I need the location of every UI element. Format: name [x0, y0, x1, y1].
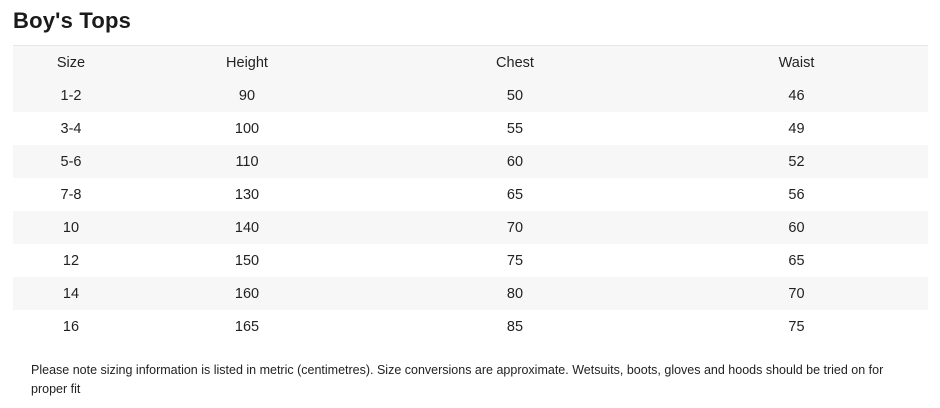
size-chart-table: Size Height Chest Waist 1-2 90 50 46 3-4 100 55 49…: [13, 45, 928, 343]
cell-height: 90: [238, 87, 256, 104]
table-row: 3-4 100 55 49: [13, 112, 928, 145]
cell-size: 7-8: [60, 186, 82, 203]
cell-chest: 50: [506, 87, 524, 104]
cell-height: 110: [235, 153, 259, 170]
table-row: 16 165 85 75: [13, 310, 928, 343]
column-header-height: Height: [226, 54, 268, 71]
cell-size: 5-6: [60, 153, 82, 170]
cell-chest: 60: [506, 153, 524, 170]
column-header-size: Size: [56, 54, 86, 71]
table-row: 5-6 110 60 52: [13, 145, 928, 178]
cell-size: 12: [62, 252, 80, 269]
cell-chest: 70: [506, 219, 524, 236]
cell-height: 165: [234, 318, 260, 335]
sizing-note: Please note sizing information is listed…: [31, 363, 884, 396]
cell-size: 1-2: [60, 87, 82, 104]
table-row: 7-8 130 65 56: [13, 178, 928, 211]
cell-chest: 65: [506, 186, 524, 203]
column-header-waist: Waist: [778, 54, 815, 71]
cell-size: 14: [62, 285, 80, 302]
column-header-chest: Chest: [496, 54, 534, 71]
cell-chest: 80: [506, 285, 524, 302]
cell-size: 10: [62, 219, 80, 236]
cell-waist: 56: [788, 186, 805, 203]
cell-height: 130: [234, 186, 260, 203]
cell-waist: 75: [788, 318, 805, 335]
cell-height: 100: [234, 120, 260, 137]
page-title: Boy's Tops: [13, 8, 132, 33]
header-row: Size Height Chest Waist: [13, 45, 928, 79]
table-row: 1-2 90 50 46: [13, 79, 928, 112]
cell-chest: 75: [506, 252, 524, 269]
cell-waist: 60: [788, 219, 805, 236]
table-row: 14 160 80 70: [13, 277, 928, 310]
cell-waist: 65: [788, 252, 805, 269]
table-row: 12 150 75 65: [13, 244, 928, 277]
cell-height: 160: [234, 285, 260, 302]
cell-waist: 52: [788, 153, 805, 170]
cell-size: 16: [62, 318, 80, 335]
cell-waist: 46: [788, 87, 805, 104]
cell-waist: 70: [788, 285, 805, 302]
cell-chest: 85: [506, 318, 524, 335]
cell-height: 140: [234, 219, 260, 236]
cell-chest: 55: [506, 120, 524, 137]
table-row: 10 140 70 60: [13, 211, 928, 244]
cell-height: 150: [234, 252, 260, 269]
cell-waist: 49: [788, 120, 805, 137]
cell-size: 3-4: [60, 120, 82, 137]
